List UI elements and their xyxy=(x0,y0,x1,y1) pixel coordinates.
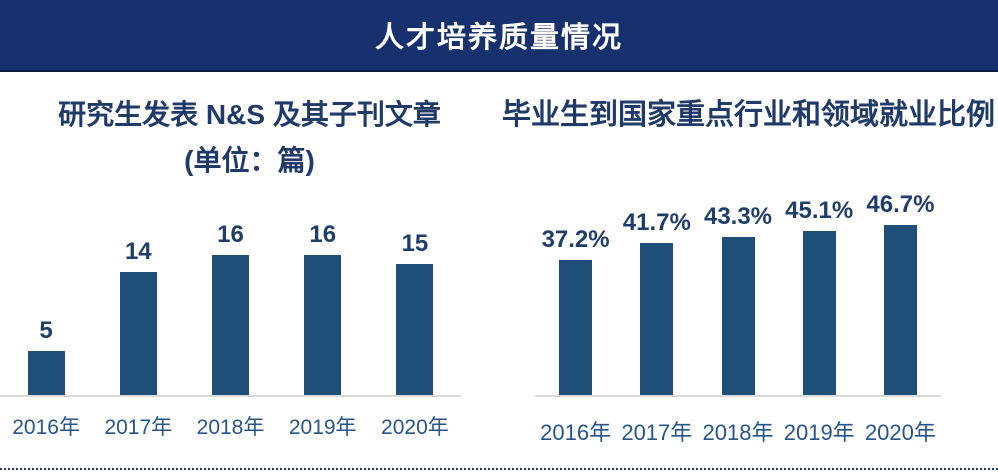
left-chart-title: 研究生发表 N&S 及其子刊文章 (单位：篇) xyxy=(0,92,499,184)
bar-group-2019年: 45.1% xyxy=(779,188,860,395)
x-axis-label: 2018年 xyxy=(196,416,265,439)
x-axis-label: 2017年 xyxy=(621,420,693,445)
x-axis-label: 2017年 xyxy=(104,416,173,439)
bar xyxy=(27,351,65,395)
bar-value-label: 43.3% xyxy=(703,203,773,230)
right-chart-plot-area: 37.2% 41.7% 43.3% 45.1% 46.7% xyxy=(535,188,941,397)
bar xyxy=(304,255,342,395)
bar-value-label: 45.1% xyxy=(785,197,854,224)
left-chart-plot-area: 5 14 16 16 15 xyxy=(0,207,461,397)
bottom-dotted-divider xyxy=(0,468,998,470)
bar xyxy=(802,231,836,395)
bar-value-label: 15 xyxy=(401,230,429,257)
bar-group-2016年: 37.2% xyxy=(535,188,616,395)
bar xyxy=(559,260,593,395)
bar xyxy=(396,264,434,395)
right-chart-title: 毕业生到国家重点行业和领域就业比例 xyxy=(499,92,998,138)
bar-value-label: 16 xyxy=(309,221,337,248)
bar-group-2018年: 43.3% xyxy=(697,188,778,395)
bar xyxy=(119,272,157,395)
left-chart-title-line1: 研究生发表 N&S 及其子刊文章 xyxy=(58,99,441,130)
bar-value-label: 5 xyxy=(39,317,53,344)
bar-group-2019年: 16 xyxy=(277,207,369,395)
bar-value-label: 41.7% xyxy=(622,209,691,236)
page-title: 人才培养质量情况 xyxy=(374,22,623,54)
left-chart-x-axis: 2016年 2017年 2018年 2019年 2020年 xyxy=(0,414,461,442)
bar-group-2017年: 14 xyxy=(92,207,184,395)
bar-group-2018年: 16 xyxy=(184,207,276,395)
bar-group-2020年: 15 xyxy=(369,207,461,395)
bar-value-label: 37.2% xyxy=(541,226,610,253)
bar-value-label: 14 xyxy=(124,238,152,265)
page-header: 人才培养质量情况 xyxy=(0,0,998,72)
x-axis-label: 2020年 xyxy=(381,416,449,439)
x-axis-label: 2016年 xyxy=(540,420,612,445)
x-axis-label: 2020年 xyxy=(864,420,936,445)
right-chart-x-axis: 2016年 2017年 2018年 2019年 2020年 xyxy=(535,419,941,447)
bar-group-2017年: 41.7% xyxy=(616,188,697,395)
right-chart-title-line1: 毕业生到国家重点行业和领域就业比例 xyxy=(501,99,995,131)
bar-group-2016年: 5 xyxy=(0,207,92,395)
x-axis-label: 2016年 xyxy=(12,416,80,439)
x-axis-label: 2019年 xyxy=(783,420,855,445)
bar xyxy=(883,225,917,395)
bar xyxy=(640,243,674,395)
left-chart-title-unit: (单位：篇) xyxy=(184,145,315,176)
bar-value-label: 16 xyxy=(217,221,244,248)
bar-group-2020年: 46.7% xyxy=(860,188,941,395)
bar xyxy=(721,237,755,395)
x-axis-label: 2018年 xyxy=(702,420,774,445)
x-axis-label: 2019年 xyxy=(288,416,357,439)
bar xyxy=(212,255,249,395)
bar-value-label: 46.7% xyxy=(866,191,935,218)
